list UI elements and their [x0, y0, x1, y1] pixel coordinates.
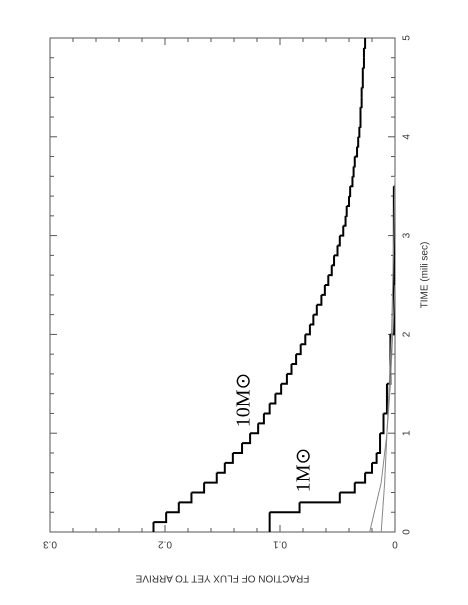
x-tick-label: 1: [402, 430, 413, 436]
step-segment: [334, 245, 339, 257]
step-segment: [281, 373, 288, 385]
step-segment: [358, 126, 361, 138]
step-segment: [242, 433, 252, 445]
step-segment: [204, 472, 218, 484]
step-segment: [321, 285, 326, 296]
step-segment: [362, 57, 365, 69]
step-segment: [359, 117, 362, 128]
curve-label: 10M⊙: [233, 373, 255, 428]
step-segment: [305, 324, 311, 336]
x-tick-label: 5: [402, 35, 413, 41]
step-segment: [324, 275, 330, 286]
series-line: [369, 284, 396, 533]
y-axis-label: FRACTION OF FLUX YET TO ARRIVE: [135, 572, 309, 583]
series-line: [380, 176, 396, 533]
step-segment: [296, 344, 302, 356]
step-segment: [275, 383, 283, 395]
step-segment: [269, 502, 301, 514]
step-segment: [365, 462, 373, 474]
step-segment: [354, 472, 367, 484]
step-segment: [343, 215, 347, 227]
y-tick-label: 0: [392, 538, 398, 549]
step-segment: [376, 433, 382, 454]
step-segment: [316, 294, 323, 306]
step-segment: [224, 452, 234, 464]
step-segment: [191, 482, 206, 494]
step-segment: [331, 255, 336, 267]
step-segment: [346, 196, 350, 207]
step-segment: [354, 146, 359, 158]
step-segment: [339, 225, 345, 237]
y-tick-label: 0.3: [43, 538, 57, 549]
step-segment: [263, 403, 271, 415]
step-segment: [300, 334, 307, 346]
step-segment: [361, 77, 364, 89]
curve-label: 1M⊙: [293, 448, 315, 493]
step-segment: [349, 186, 352, 198]
step-segment: [339, 482, 356, 494]
step-segment: [178, 492, 193, 504]
step-segment: [360, 97, 363, 109]
step-segment: [232, 443, 244, 454]
step-segment: [383, 383, 388, 415]
step-segment: [357, 136, 360, 148]
step-segment: [258, 413, 265, 425]
step-segment: [380, 413, 385, 435]
x-tick-label: 3: [402, 232, 413, 238]
step-segment: [350, 176, 354, 188]
y-tick-label: 0.1: [273, 538, 287, 549]
x-tick-label: 2: [402, 331, 413, 337]
step-segment: [309, 314, 315, 326]
step-segment: [363, 38, 367, 49]
step-segment: [328, 265, 333, 277]
y-tick-label: 0.2: [158, 538, 172, 549]
step-segment: [372, 452, 378, 464]
x-tick-label: 4: [402, 134, 413, 140]
step-segment: [286, 364, 293, 375]
step-segment: [269, 393, 277, 405]
step-segment: [353, 156, 356, 168]
step-segment: [291, 354, 298, 366]
step-segment: [216, 462, 226, 474]
step-segment: [352, 166, 355, 178]
step-segment: [166, 502, 180, 514]
step-segment: [250, 423, 260, 435]
x-tick-label: 0: [402, 529, 413, 535]
step-segment: [153, 512, 168, 524]
plot-frame: [49, 37, 396, 533]
x-axis-label: TIME (mili sec): [420, 242, 431, 309]
step-segment: [299, 492, 341, 504]
step-segment: [337, 235, 341, 247]
rotated-plot: 0 1 2 3 4 5 0 0.1 0.2 0.3 TIME (mili sec) FRACTION …: [43, 35, 431, 584]
step-segment: [345, 205, 348, 217]
step-segment: [313, 304, 318, 316]
